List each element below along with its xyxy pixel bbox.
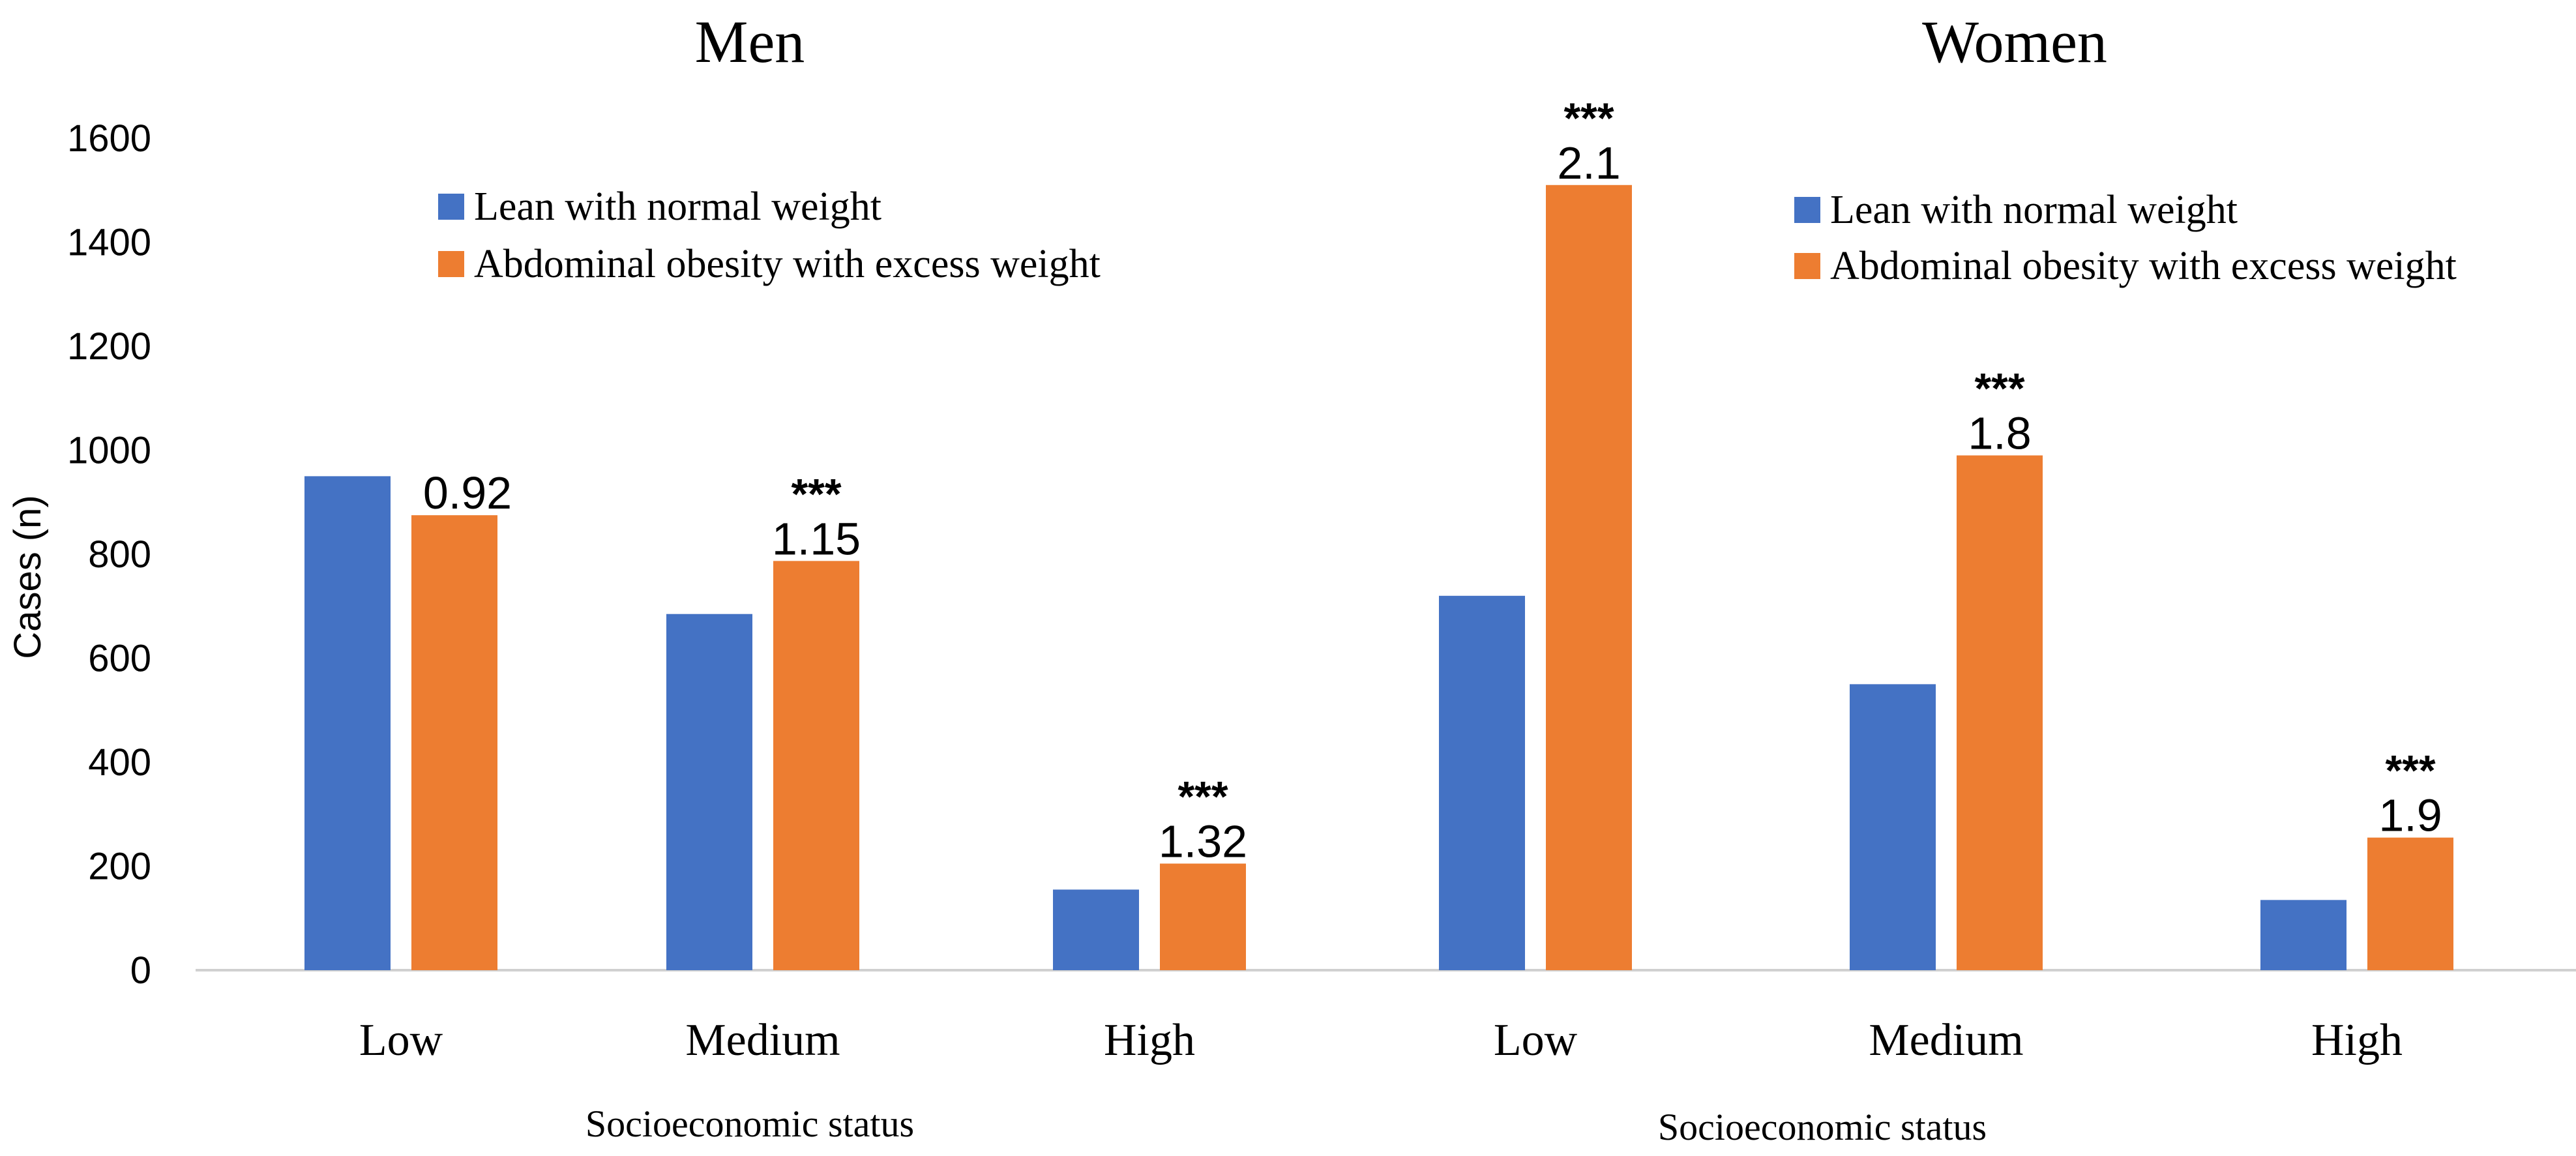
men-ratio-label: 1.15 [772,513,861,564]
men-legend-swatch-obese [438,251,464,277]
women-significance-marker: *** [2385,747,2435,795]
y-tick-label: 1200 [67,325,151,368]
women-x-axis-label: Socioeconomic status [1658,1106,1987,1148]
women-ratio-label: 1.9 [2378,790,2442,841]
women-legend: Lean with normal weight Abdominal obesit… [1794,188,2457,288]
women-bar-lean-medium [1850,684,1936,970]
women-legend-label-obese: Abdominal obesity with excess weight [1830,244,2457,288]
men-significance-marker: *** [791,469,841,518]
y-tick-label: 200 [88,846,151,888]
men-panel-title: Men [695,8,805,75]
women-legend-label-lean: Lean with normal weight [1830,188,2238,232]
women-bar-lean-high [2260,900,2347,970]
women-category-label: Low [1494,1015,1578,1065]
y-tick-label: 0 [130,949,151,992]
men-category-label: Medium [685,1015,840,1065]
y-axis-label: Cases (n) [7,495,49,659]
y-tick-label: 1000 [67,430,151,472]
category-labels: Low Medium High Low Medium High [359,1015,2403,1065]
women-legend-swatch-obese [1794,253,1820,279]
men-x-axis-label: Socioeconomic status [585,1103,914,1145]
men-ratio-label: 0.92 [423,467,512,518]
women-significance-marker: *** [1974,364,2024,412]
women-bar-lean-low [1439,595,1525,970]
men-category-label: Low [359,1015,443,1065]
women-category-label: Medium [1869,1015,2023,1065]
men-legend-label-lean: Lean with normal weight [474,185,881,229]
women-ratio-label: 2.1 [1557,138,1620,188]
women-significance-marker: *** [1563,94,1614,142]
men-bar-obese-medium [773,561,859,970]
y-tick-label: 600 [88,638,151,680]
men-bar-obese-low [411,515,497,970]
women-bar-obese-medium [1957,455,2043,970]
data-labels: 0.921.15***1.32***2.1***1.8***1.9*** [423,94,2442,867]
women-bar-obese-high [2367,837,2453,970]
y-axis-ticks: 0 200 400 600 800 1000 1200 1400 1600 [67,117,151,992]
y-tick-label: 400 [88,741,151,784]
women-ratio-label: 1.8 [1968,408,2031,458]
women-bar-obese-low [1546,185,1632,970]
y-tick-label: 1600 [67,117,151,160]
men-category-label: High [1104,1015,1195,1065]
men-bar-lean-medium [666,614,752,970]
men-legend-swatch-lean [438,194,464,220]
men-legend-label-obese: Abdominal obesity with excess weight [474,242,1101,286]
men-significance-marker: *** [1177,773,1228,821]
y-tick-label: 800 [88,533,151,576]
men-bar-lean-low [304,476,391,970]
men-legend: Lean with normal weight Abdominal obesit… [438,185,1101,286]
women-category-label: High [2311,1015,2403,1065]
men-bar-obese-high [1160,863,1246,970]
women-panel-title: Women [1922,8,2107,75]
y-tick-label: 1400 [67,222,151,264]
men-ratio-label: 1.32 [1159,816,1247,867]
men-bar-lean-high [1053,889,1139,970]
bars [304,185,2453,970]
women-legend-swatch-lean [1794,197,1820,223]
